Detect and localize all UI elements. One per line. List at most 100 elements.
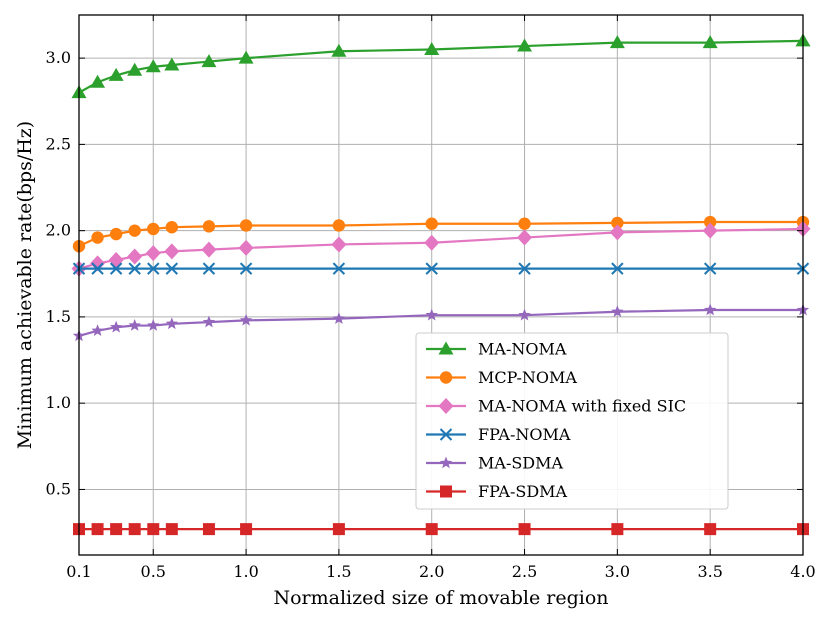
data-point-fpa-noma <box>128 262 141 275</box>
x-marker-stroke <box>703 262 717 275</box>
data-point-ma-sdma <box>128 319 141 331</box>
data-point-fpa-noma <box>332 262 346 275</box>
data-point-ma-noma <box>201 54 217 68</box>
x-marker-stroke <box>439 428 453 441</box>
data-point-ma-noma-with-fixed-sic <box>609 224 625 241</box>
data-point-mcp-noma <box>128 224 141 237</box>
x-tick-label: 1.0 <box>233 562 258 581</box>
y-tick-label: 2.5 <box>46 134 71 153</box>
data-point-ma-noma <box>609 35 625 49</box>
data-point-ma-sdma <box>165 317 178 330</box>
x-tick-label: 0.1 <box>66 562 91 581</box>
legend-item-ma-noma: MA-NOMA <box>426 340 567 359</box>
data-point-fpa-sdma <box>110 523 123 536</box>
x-marker-stroke <box>425 262 438 275</box>
data-point-ma-noma-with-fixed-sic <box>108 251 124 268</box>
ticks: 0.1 0.5 1.0 1.5 2.0 2.5 3.0 3.5 4.0 0.5 1.0 1.5 2.0 2… <box>46 15 816 581</box>
data-point-mcp-noma <box>147 222 160 236</box>
data-point-fpa-sdma <box>202 523 215 536</box>
x-marker-stroke <box>165 262 179 275</box>
y-tick-label: 0.5 <box>46 479 71 498</box>
data-point-mcp-noma <box>239 219 253 232</box>
data-point-ma-sdma <box>91 324 104 336</box>
data-point-fpa-noma <box>202 262 216 275</box>
data-point-ma-sdma <box>518 308 531 321</box>
data-point-fpa-noma <box>165 262 179 275</box>
legend-item-ma-noma-with-fixed-sic: MA-NOMA with fixed SIC <box>426 397 686 416</box>
x-marker-stroke <box>91 262 104 275</box>
data-point-ma-noma-with-fixed-sic <box>164 243 180 260</box>
series-fpa-sdma <box>73 523 809 536</box>
data-point-fpa-sdma <box>425 523 438 536</box>
data-point-ma-noma <box>90 74 106 88</box>
legend-label: MCP-NOMA <box>478 368 577 387</box>
data-point-fpa-noma <box>425 262 438 275</box>
legend-marker <box>438 341 454 355</box>
data-point-ma-sdma <box>147 319 160 331</box>
x-tick-label: 4.0 <box>790 562 815 581</box>
data-point-ma-noma-with-fixed-sic <box>238 239 254 256</box>
y-axis-label: Minimum achievable rate(bps/Hz) <box>14 121 36 449</box>
data-point-mcp-noma <box>332 219 346 232</box>
data-point-fpa-sdma <box>332 523 345 536</box>
x-marker-stroke <box>518 262 531 275</box>
x-tick-label: 2.0 <box>419 562 444 581</box>
data-point-mcp-noma <box>425 217 438 230</box>
data-point-ma-sdma <box>109 320 123 333</box>
legend-label: MA-SDMA <box>478 454 564 473</box>
x-marker-stroke <box>239 262 253 275</box>
y-tick-label: 1.5 <box>46 307 71 326</box>
data-point-ma-noma <box>145 59 161 73</box>
data-point-fpa-noma <box>611 262 624 275</box>
data-point-fpa-sdma <box>704 523 717 536</box>
x-marker-stroke <box>128 262 141 275</box>
data-point-fpa-noma <box>109 262 123 275</box>
data-point-ma-noma-with-fixed-sic <box>90 255 106 272</box>
data-point-ma-noma-with-fixed-sic <box>517 229 533 246</box>
data-point-mcp-noma <box>611 216 624 230</box>
legend-label: MA-NOMA with fixed SIC <box>478 397 686 416</box>
data-point-fpa-sdma <box>611 523 624 536</box>
data-point-ma-sdma <box>239 313 253 326</box>
data-point-ma-noma <box>127 62 143 76</box>
y-tick-label: 3.0 <box>46 48 71 67</box>
data-point-fpa-noma <box>91 262 104 275</box>
legend-marker <box>440 485 452 498</box>
data-point-mcp-noma <box>518 217 531 230</box>
legend-label: MA-NOMA <box>478 340 567 359</box>
data-point-mcp-noma <box>202 220 216 233</box>
y-tick-label: 1.0 <box>46 393 71 412</box>
data-point-ma-sdma <box>332 312 346 324</box>
series-ma-noma <box>71 33 811 99</box>
x-tick-label: 0.5 <box>141 562 166 581</box>
data-point-fpa-noma <box>239 262 253 275</box>
x-axis-label: Normalized size of movable region <box>273 587 608 609</box>
data-point-fpa-sdma <box>518 523 531 536</box>
legend-marker <box>439 428 453 441</box>
data-point-ma-noma <box>424 42 440 56</box>
data-point-mcp-noma <box>109 227 123 241</box>
legend-item-mcp-noma: MCP-NOMA <box>426 368 577 387</box>
x-marker-stroke <box>109 262 123 275</box>
data-point-fpa-noma <box>703 262 717 275</box>
data-point-ma-noma <box>517 38 533 52</box>
data-point-ma-noma <box>164 57 180 71</box>
data-point-ma-noma-with-fixed-sic <box>145 245 161 262</box>
data-point-ma-noma-with-fixed-sic <box>127 248 143 265</box>
series-mcp-noma <box>72 215 810 253</box>
data-point-fpa-noma <box>147 262 160 275</box>
data-point-ma-noma <box>702 35 718 49</box>
legend-label: FPA-NOMA <box>478 425 571 444</box>
data-point-mcp-noma <box>165 221 179 234</box>
data-point-ma-noma-with-fixed-sic <box>201 241 217 258</box>
data-point-fpa-sdma <box>128 523 141 536</box>
legend-box <box>415 332 729 510</box>
legend-item-fpa-noma: FPA-NOMA <box>426 425 571 444</box>
legend: MA-NOMA MCP-NOMA MA-NOMA with fixed SIC FPA… <box>415 332 729 510</box>
x-tick-label: 3.0 <box>605 562 630 581</box>
legend-item-ma-sdma: MA-SDMA <box>426 454 564 473</box>
legend-label: FPA-SDMA <box>478 482 568 501</box>
legend-marker <box>439 456 453 469</box>
legend-marker <box>439 371 453 384</box>
